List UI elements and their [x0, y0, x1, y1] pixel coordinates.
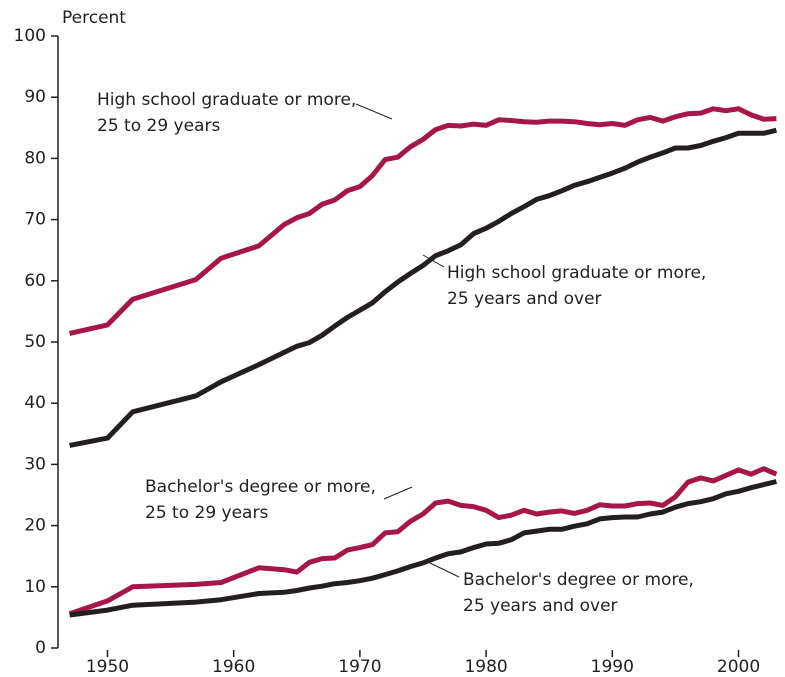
y-tick-label: 30 — [24, 454, 46, 474]
series-line — [69, 127, 777, 448]
y-tick-label: 80 — [24, 148, 46, 168]
y-axis-label: Percent — [62, 8, 126, 28]
y-tick-label: 20 — [24, 516, 46, 536]
x-tick-label: 1970 — [338, 657, 381, 677]
series-label: Bachelor's degree or more, — [145, 477, 376, 497]
y-tick-label: 70 — [24, 210, 46, 230]
series-label: High school graduate or more, — [447, 263, 706, 283]
leader-line — [383, 486, 413, 500]
y-tick-label: 60 — [24, 271, 46, 291]
series-label: Bachelor's degree or more, — [463, 570, 694, 590]
leader-line — [355, 103, 393, 120]
x-tick-label: 2000 — [717, 657, 760, 677]
x-tick-label: 1950 — [86, 657, 129, 677]
y-tick-label: 10 — [24, 577, 46, 597]
series-line — [69, 106, 777, 336]
series-label: 25 years and over — [463, 596, 618, 616]
y-tick-label: 50 — [24, 332, 46, 352]
series-label: 25 years and over — [447, 289, 602, 309]
y-tick-label: 100 — [14, 26, 46, 46]
series-label: 25 to 29 years — [97, 116, 220, 136]
x-tick-label: 1980 — [464, 657, 507, 677]
y-tick-label: 90 — [24, 87, 46, 107]
y-tick-label: 40 — [24, 393, 46, 413]
series-line — [68, 466, 778, 617]
y-tick-label: 0 — [35, 638, 46, 658]
leader-line — [429, 562, 460, 578]
series-label: High school graduate or more, — [97, 90, 356, 110]
leader-line — [422, 254, 445, 268]
x-tick-label: 1990 — [591, 657, 634, 677]
series-line — [69, 479, 777, 618]
series-label: 25 to 29 years — [145, 503, 268, 523]
x-tick-label: 1960 — [212, 657, 255, 677]
